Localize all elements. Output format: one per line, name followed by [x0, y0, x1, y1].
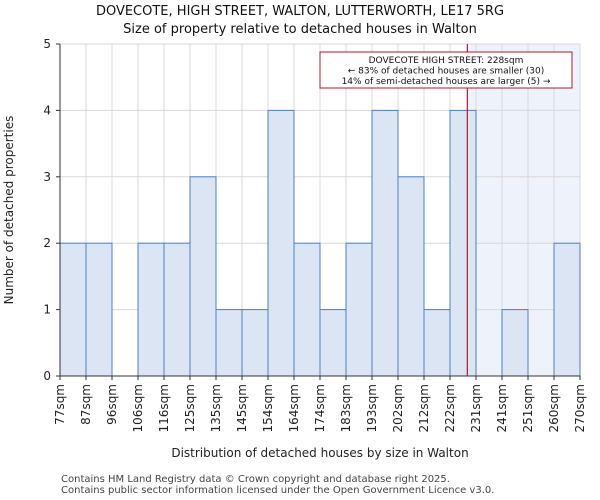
x-tick-label: 212sqm: [417, 384, 431, 432]
bar: [319, 309, 347, 377]
x-axis-label: Distribution of detached houses by size …: [171, 446, 469, 460]
x-tick-label: 231sqm: [469, 384, 483, 432]
x-tick-label: 116sqm: [157, 384, 171, 432]
x-tick-label: 145sqm: [235, 384, 249, 432]
bar: [137, 242, 165, 377]
bar: [397, 176, 425, 377]
bar: [163, 242, 191, 377]
y-tick-label: 4: [43, 103, 51, 117]
x-tick-label: 270sqm: [573, 384, 587, 432]
y-axis-label: Number of detached properties: [2, 115, 16, 305]
bar: [85, 242, 113, 377]
x-tick-label: 77sqm: [53, 384, 67, 425]
y-tick-label: 3: [43, 170, 51, 184]
bar: [501, 309, 529, 377]
x-tick-label: 222sqm: [443, 384, 457, 432]
x-tick-label: 202sqm: [391, 384, 405, 432]
bar: [267, 109, 295, 377]
y-tick-label: 2: [43, 236, 51, 250]
x-tick-label: 154sqm: [261, 384, 275, 432]
bar: [449, 109, 477, 377]
footer-line-2: Contains public sector information licen…: [61, 485, 495, 496]
bar: [59, 242, 87, 377]
bar: [215, 309, 243, 377]
x-tick-label: 174sqm: [313, 384, 327, 432]
bar: [345, 242, 373, 377]
x-tick-label: 125sqm: [183, 384, 197, 432]
chart-title: DOVECOTE, HIGH STREET, WALTON, LUTTERWOR…: [95, 4, 505, 19]
annotation-line-3: 14% of semi-detached houses are larger (…: [342, 77, 551, 87]
x-tick-label: 87sqm: [79, 384, 93, 425]
bar: [293, 242, 321, 377]
bar: [189, 176, 217, 377]
x-tick-label: 183sqm: [339, 384, 353, 432]
annotation-line-2: ← 83% of detached houses are smaller (30…: [348, 67, 545, 77]
annotation-box: [319, 51, 573, 89]
y-tick-label: 5: [43, 37, 51, 51]
x-tick-label: 106sqm: [131, 384, 145, 432]
y-tick-label: 1: [43, 303, 51, 317]
chart-subtitle: Size of property relative to detached ho…: [123, 22, 477, 37]
bar: [423, 309, 451, 377]
x-tick-label: 164sqm: [287, 384, 301, 432]
x-tick-label: 251sqm: [521, 384, 535, 432]
x-tick-label: 96sqm: [105, 384, 119, 425]
bar: [553, 242, 581, 377]
annotation-line-1: DOVECOTE HIGH STREET: 228sqm: [369, 56, 524, 66]
y-tick-label: 0: [43, 369, 51, 383]
footer-line-1: Contains HM Land Registry data © Crown c…: [61, 474, 450, 485]
x-tick-label: 193sqm: [365, 384, 379, 432]
bar: [371, 109, 399, 377]
bar: [241, 309, 269, 377]
x-tick-label: 241sqm: [495, 384, 509, 432]
x-tick-label: 135sqm: [209, 384, 223, 432]
x-tick-label: 260sqm: [547, 384, 561, 432]
